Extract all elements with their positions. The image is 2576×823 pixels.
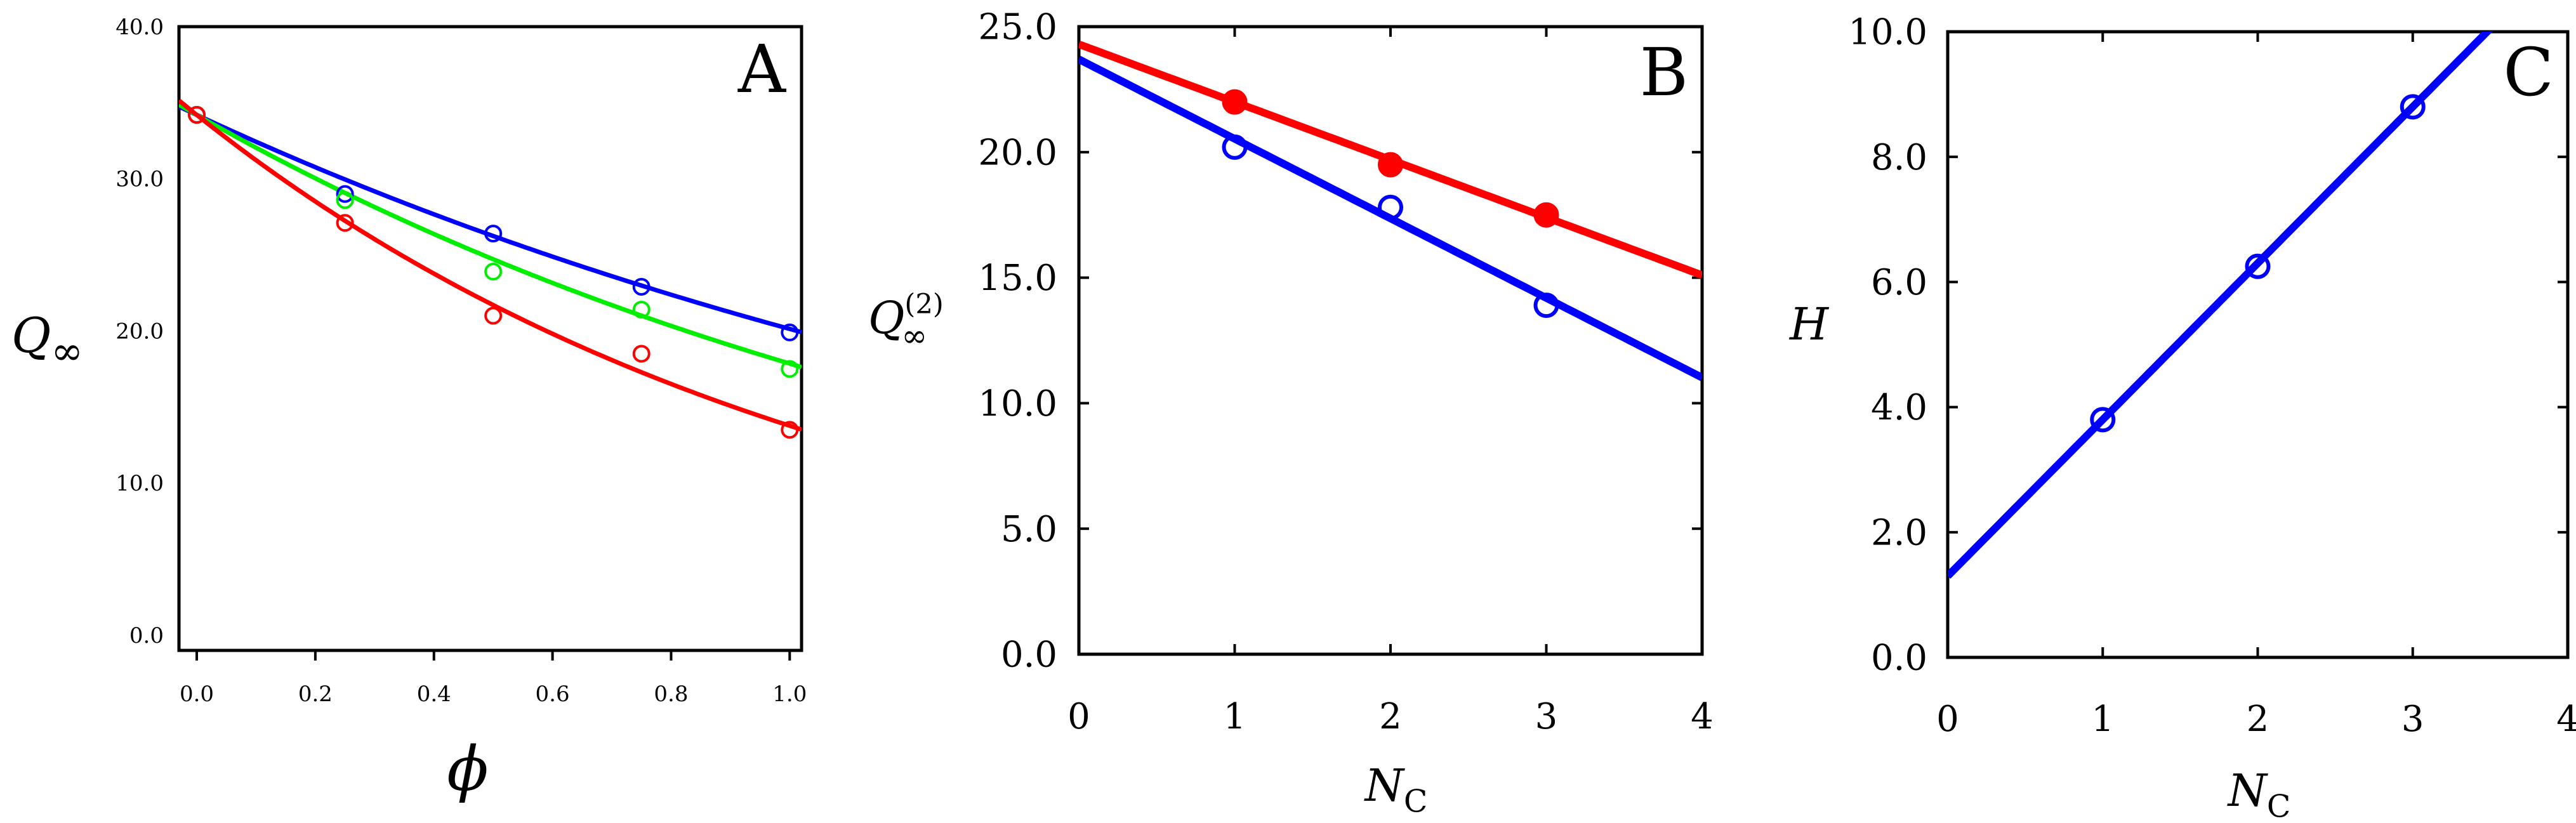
- x-axis-label: NC: [2227, 765, 2291, 823]
- x-tick-label: 1: [2091, 699, 2114, 740]
- x-axis-label-main: N: [1364, 760, 1406, 812]
- data-point-series-0: [484, 225, 503, 243]
- plot-frame: [177, 25, 803, 652]
- y-tick-label: 5.0: [1001, 509, 1057, 550]
- fit-line-series-0: [1948, 32, 2493, 579]
- data-point-series-1: [1378, 194, 1403, 220]
- x-tick-label: 0: [1936, 699, 1959, 740]
- y-tick-label: 15.0: [978, 258, 1057, 299]
- y-axis-label-sub: ∞: [51, 329, 83, 374]
- data-point-series-0: [1378, 152, 1403, 178]
- data-point-series-0: [781, 323, 799, 341]
- y-tick-label: 20.0: [978, 132, 1057, 173]
- y-tick-label: 10.0: [978, 383, 1057, 425]
- y-tick-label: 0.0: [1871, 638, 1927, 679]
- y-axis-label: H: [1788, 298, 1830, 350]
- y-tick-label: 0.0: [1001, 635, 1057, 676]
- data-point-series-1: [484, 263, 503, 281]
- y-axis-label-sub: ∞: [901, 318, 927, 354]
- y-tick-label: 30.0: [116, 167, 164, 192]
- x-tick-label: 3: [1535, 696, 1558, 737]
- x-tick-label: 0.6: [536, 681, 570, 707]
- data-point-series-2: [336, 214, 354, 232]
- y-tick-label: 6.0: [1871, 262, 1927, 303]
- data-point-series-1: [1222, 134, 1248, 160]
- panel-letter: A: [737, 30, 787, 108]
- x-tick-label: 0.0: [180, 681, 214, 707]
- x-tick-label: 4: [1691, 696, 1714, 737]
- fit-line-series-2: [179, 98, 802, 432]
- data-point-series-1: [632, 300, 651, 319]
- x-axis-label: ϕ: [447, 734, 488, 805]
- data-point-series-0: [2245, 253, 2271, 279]
- panel-letter: C: [2503, 34, 2554, 111]
- x-axis-label-main: N: [2227, 765, 2269, 817]
- data-point-series-2: [188, 106, 206, 124]
- data-point-series-2: [632, 345, 651, 363]
- fit-line-series-1: [179, 102, 802, 369]
- x-tick-label: 0.2: [298, 681, 333, 707]
- data-point-series-1: [781, 360, 799, 378]
- y-axis-label: Q(2) ∞: [868, 289, 944, 355]
- data-point-series-0: [1222, 89, 1248, 115]
- y-axis-label-main: Q: [868, 292, 904, 344]
- fit-line-series-0: [179, 104, 802, 334]
- data-point-series-1: [1533, 293, 1559, 319]
- x-tick-label: 0: [1067, 696, 1090, 737]
- x-tick-label: 0.8: [654, 681, 688, 707]
- y-axis-label-main: H: [1788, 298, 1830, 350]
- y-tick-label: 10.0: [116, 471, 164, 496]
- data-point-series-0: [1533, 202, 1559, 228]
- panel-a: 0.0 0.2 0.4 0.6 0.8 1.0 0.0 10.0 20.0 30.0 40.0 Aϕ Q…: [11, 15, 807, 805]
- x-axis-label: NC: [1364, 760, 1428, 820]
- plot-frame: [1077, 25, 1704, 656]
- y-tick-label: 8.0: [1871, 137, 1927, 178]
- plot-frame: [1946, 30, 2570, 659]
- y-axis-label-main: Q: [11, 307, 51, 364]
- x-tick-label: 1.0: [772, 681, 807, 707]
- y-tick-label: 4.0: [1871, 387, 1927, 428]
- data-point-series-0: [632, 277, 651, 296]
- y-tick-label: 0.0: [129, 623, 164, 649]
- data-point-series-0: [2400, 94, 2426, 120]
- data-point-series-0: [2090, 407, 2116, 433]
- x-axis-label-sub: C: [1404, 784, 1428, 820]
- x-tick-label: 3: [2401, 699, 2424, 740]
- x-tick-label: 0.4: [417, 681, 451, 707]
- y-tick-label: 20.0: [116, 319, 164, 344]
- data-point-series-2: [484, 306, 503, 325]
- x-axis-label-sub: C: [2267, 789, 2291, 823]
- data-point-series-2: [781, 421, 799, 439]
- data-point-series-0: [336, 185, 354, 203]
- y-tick-label: 2.0: [1871, 512, 1927, 553]
- panel-letter: B: [1640, 34, 1688, 111]
- x-tick-label: 2: [2247, 699, 2269, 740]
- x-axis-label-main: ϕ: [447, 734, 488, 805]
- y-axis-label: Q∞: [11, 307, 83, 374]
- x-tick-label: 2: [1379, 696, 1402, 737]
- y-axis-label-sup: (2): [904, 289, 943, 320]
- y-tick-label: 25.0: [978, 7, 1057, 48]
- data-point-series-1: [336, 191, 354, 209]
- x-tick-label: 1: [1224, 696, 1246, 737]
- y-tick-label: 40.0: [116, 15, 164, 40]
- x-tick-label: 4: [2556, 699, 2576, 740]
- y-tick-label: 10.0: [1848, 12, 1927, 53]
- panel-b: 0 1 2 3 4 0.0 5.0 10.0 15.0 20.0 25.0 B NC Q(2) ∞: [868, 7, 1714, 820]
